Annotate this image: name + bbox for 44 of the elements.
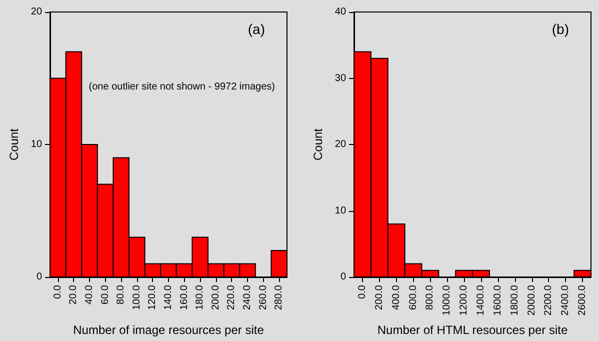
x-tick-label: 120.0 (147, 284, 158, 310)
annotation: (a) (248, 21, 266, 37)
x-tick-label: 100.0 (131, 284, 142, 310)
x-tick-label: 20.0 (68, 284, 80, 304)
x-tick-label: 260.0 (258, 284, 269, 310)
x-tick-label: 600.0 (408, 284, 419, 310)
x-axis-title: Number of image resources per site (73, 323, 264, 337)
y-tick-label: 20 (30, 6, 42, 18)
x-tick-label: 60.0 (100, 284, 111, 304)
x-tick-label: 1200.0 (458, 284, 470, 316)
y-tick-label: 10 (334, 205, 346, 216)
x-tick-label: 2400.0 (560, 284, 572, 316)
x-tick-label: 0.0 (356, 284, 368, 299)
x-tick-label: 1000.0 (442, 284, 453, 316)
y-axis-title: Count (311, 128, 325, 161)
annotation: (b) (552, 21, 570, 37)
x-tick-label: 2200.0 (543, 284, 554, 316)
x-tick-label: 200.0 (374, 284, 385, 310)
y-tick-label: 20 (334, 139, 346, 150)
x-tick-label: 800.0 (424, 284, 436, 310)
x-axis-title: Number of HTML resources per site (377, 323, 568, 337)
annotation: (one outlier site not shown - 9972 images) (88, 82, 276, 92)
y-tick-label: 0 (340, 272, 346, 282)
x-tick-label: 400.0 (390, 284, 402, 310)
x-tick-label: 2600.0 (577, 284, 588, 316)
y-tick-label: 30 (334, 72, 346, 84)
x-tick-label: 220.0 (226, 284, 238, 310)
x-tick-label: 180.0 (194, 284, 206, 310)
x-tick-label: 240.0 (242, 284, 254, 310)
x-tick-label: 40.0 (84, 284, 96, 304)
y-tick-label: 0 (36, 272, 42, 282)
y-tick-label: 40 (334, 6, 346, 18)
x-tick-label: 200.0 (210, 284, 222, 310)
x-tick-label: 80.0 (116, 284, 127, 304)
x-tick-label: 140.0 (163, 284, 174, 310)
x-tick-label: 1600.0 (492, 284, 504, 316)
x-tick-label: 0.0 (52, 284, 64, 299)
x-tick-label: 1400.0 (475, 284, 486, 316)
y-axis-title: Count (7, 128, 21, 161)
x-tick-label: 2000.0 (526, 284, 538, 316)
x-tick-label: 160.0 (178, 284, 190, 310)
x-tick-label: 1800.0 (509, 284, 520, 316)
x-tick-label: 280.0 (274, 284, 285, 310)
y-tick-label: 10 (30, 139, 42, 150)
